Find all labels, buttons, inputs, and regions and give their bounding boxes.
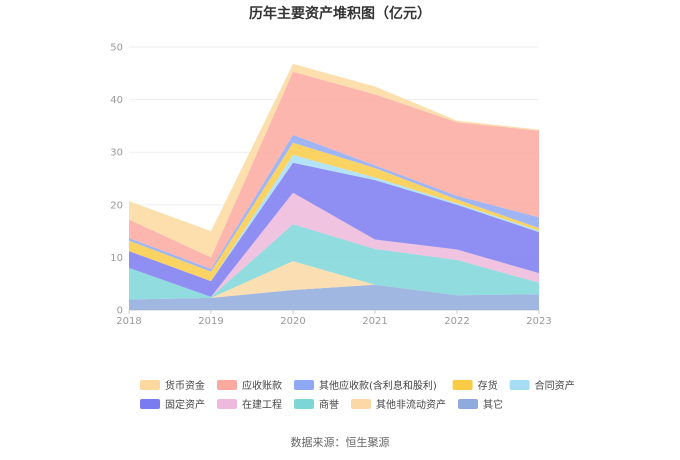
legend-swatch[interactable] [217, 380, 237, 390]
x-tick-label: 2020 [280, 316, 305, 327]
legend-swatch[interactable] [217, 399, 237, 409]
legend-label[interactable]: 固定资产 [165, 398, 205, 411]
y-tick-label: 30 [110, 148, 123, 159]
legend-swatch[interactable] [294, 399, 314, 409]
legend-label[interactable]: 商誉 [319, 398, 339, 411]
area-2 [129, 224, 539, 300]
legend-swatch[interactable] [294, 380, 314, 390]
area-7 [129, 134, 539, 272]
y-tick-label: 20 [110, 200, 123, 211]
area-1 [129, 261, 539, 300]
legend-label[interactable]: 存货 [478, 379, 498, 392]
area-0 [129, 284, 539, 310]
y-tick-label: 0 [117, 306, 123, 317]
y-tick-label: 50 [110, 43, 123, 54]
y-axis: 0 10 20 30 40 50 [110, 43, 123, 317]
x-tick-label: 2018 [116, 316, 141, 327]
y-tick-label: 10 [110, 253, 123, 264]
legend-label[interactable]: 其他应收款(含利息和股利) [319, 379, 437, 392]
x-tick-label: 2021 [362, 316, 387, 327]
legend-swatch[interactable] [458, 399, 478, 409]
legend-swatch[interactable] [140, 399, 160, 409]
legend-label[interactable]: 其它 [483, 398, 503, 411]
area-8 [129, 71, 539, 269]
y-tick-label: 40 [110, 95, 123, 106]
legend-label[interactable]: 货币资金 [165, 379, 205, 392]
legend-swatch[interactable] [452, 380, 473, 390]
legend-label[interactable]: 在建工程 [242, 398, 282, 411]
legend-swatch[interactable] [509, 380, 530, 390]
x-tick-label: 2023 [526, 316, 551, 327]
legend-swatch[interactable] [351, 399, 371, 409]
x-tick-label: 2019 [198, 316, 223, 327]
area-4 [129, 162, 539, 297]
area-9 [129, 63, 539, 258]
area-6 [129, 142, 539, 282]
legend-label[interactable]: 其他非流动资产 [376, 398, 446, 411]
data-source: 数据来源：恒生聚源 [291, 435, 390, 449]
x-axis: 2018 2019 2020 2021 2022 2023 [116, 310, 552, 327]
chart-title: 历年主要资产堆积图（亿元） [249, 5, 431, 22]
area-series [129, 63, 539, 310]
legend-label[interactable]: 合同资产 [535, 379, 575, 392]
legend-label[interactable]: 应收账款 [242, 379, 282, 392]
x-tick-label: 2022 [444, 316, 469, 327]
area-5 [129, 154, 539, 282]
legend-swatch[interactable] [140, 380, 160, 390]
